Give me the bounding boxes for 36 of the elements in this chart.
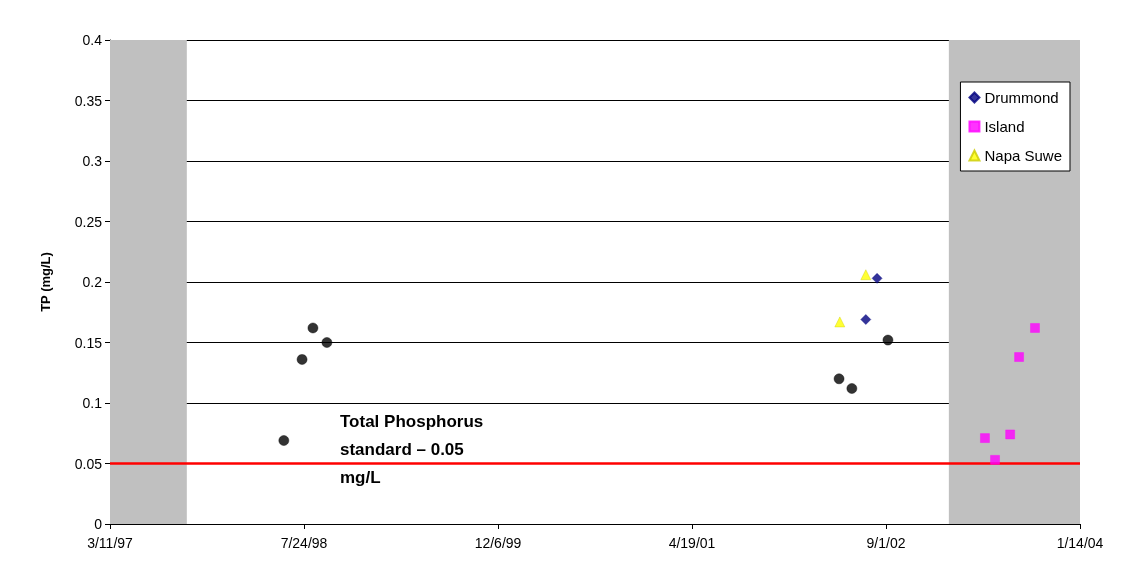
y-tick-label: 0.2 <box>82 274 103 290</box>
y-tick-label: 0.3 <box>82 153 103 169</box>
ref-line-label: Total Phosphorus standard – 0.05 mg/L <box>340 412 488 487</box>
y-tick-label: 0.15 <box>74 334 103 351</box>
x-tick-label: 1/14/04 <box>1056 535 1104 551</box>
point <box>871 273 883 284</box>
x-tick-label: 9/1/02 <box>866 535 906 551</box>
point <box>1030 323 1040 333</box>
point <box>1005 429 1015 440</box>
point <box>860 314 872 325</box>
point <box>882 334 894 346</box>
point <box>990 455 1000 465</box>
point <box>321 337 333 348</box>
legend-label: Napa Suwe <box>984 147 1063 164</box>
y-tick-label: 0 <box>94 516 103 532</box>
y-axis-title: TP (mg/L) <box>38 252 53 312</box>
point <box>846 383 858 394</box>
point <box>307 322 319 334</box>
x-tick-label: 4/19/01 <box>668 535 716 551</box>
legend-label: Island <box>984 118 1025 135</box>
legend-label: Drummond <box>984 89 1059 106</box>
x-tick-label: 3/11/97 <box>87 535 134 551</box>
y-tick-label: 0.25 <box>74 213 103 230</box>
y-tick-label: 0.05 <box>74 455 103 472</box>
point <box>834 316 846 328</box>
x-tick-label: 7/24/98 <box>280 535 328 551</box>
y-tick-label: 0.4 <box>82 32 103 48</box>
y-tick-label: 0.35 <box>74 92 103 109</box>
point <box>296 354 308 365</box>
y-tick-label: 0.1 <box>82 395 103 411</box>
point <box>1014 352 1024 362</box>
point <box>833 373 845 385</box>
point <box>860 269 872 280</box>
point <box>278 435 290 446</box>
x-tick-label: 12/6/99 <box>474 535 522 551</box>
point <box>980 433 990 443</box>
